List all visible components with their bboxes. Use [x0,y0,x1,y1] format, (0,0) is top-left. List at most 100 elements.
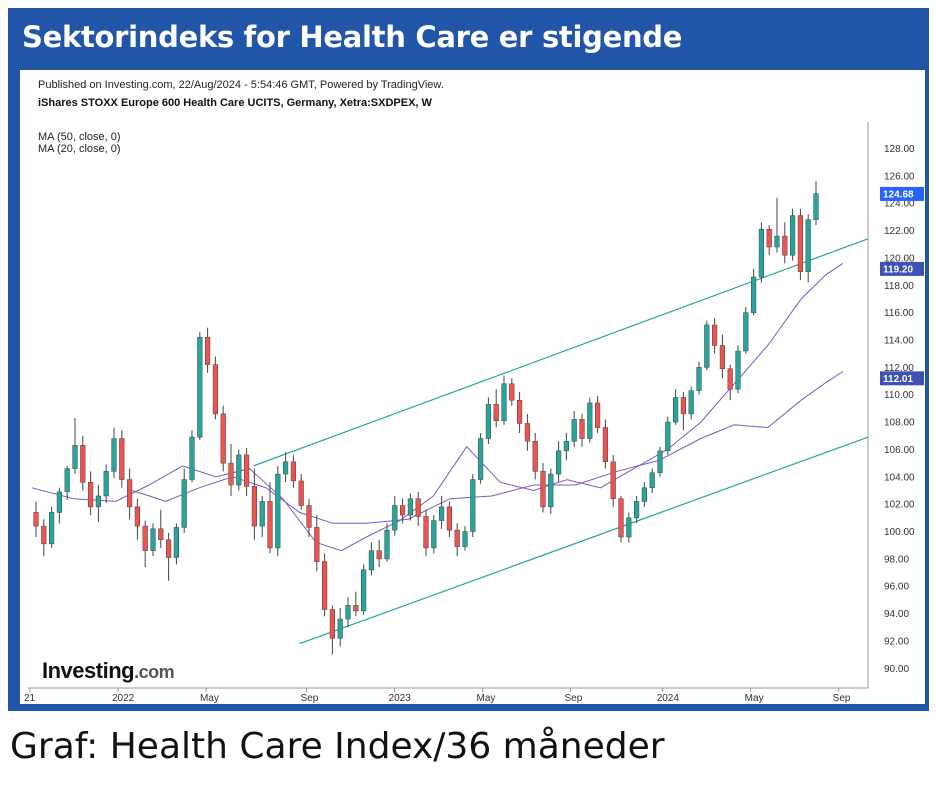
candle-body [127,479,133,508]
candle-body [80,445,86,483]
candle-body [517,399,523,424]
candle-body [766,228,772,248]
candle-body [727,368,733,390]
candle-body [602,427,608,463]
chart-panel: Published on Investing.com, 22/Aug/2024 … [20,70,925,704]
candle-body [673,397,679,423]
y-tick-label: 128.00 [884,144,915,155]
candle-body [439,506,445,521]
candle-body [275,473,281,549]
candle-body [95,495,101,508]
candle-body [758,228,764,278]
figure-caption: Graf: Health Care Index/36 måneder [10,726,665,767]
candle-body [618,498,624,538]
candle-body [423,516,429,549]
ma20-legend: MA (20, close, 0) [38,143,121,155]
candle-body [805,219,811,272]
candle-body [540,471,546,508]
candle-body [306,505,312,528]
y-tick-label: 126.00 [884,171,915,182]
candle-body [462,531,468,547]
candle-body [478,438,484,480]
candle-body [774,235,780,248]
candle-body [579,419,585,439]
candle-body [509,383,515,401]
y-tick-label: 98.00 [884,554,909,565]
candle-body [228,462,234,486]
candle-body [298,480,304,506]
candle-body [665,421,671,452]
candle-body [33,512,39,527]
y-tick-label: 94.00 [884,609,909,620]
candle-body [415,498,421,517]
banner-title: Sektorindeks for Health Care er stigende [22,20,683,54]
y-tick-label: 106.00 [884,445,915,456]
y-tick-label: 100.00 [884,527,915,538]
candle-body [649,472,655,489]
candle-body [353,605,359,612]
ma20-line [31,262,844,552]
candle-body [329,609,335,639]
y-tick-label: 102.00 [884,500,915,511]
y-tick-label: 114.00 [884,336,914,347]
candle-body [610,461,616,499]
candle-body [501,383,507,421]
candle-body [712,324,718,346]
y-tick-label: 96.00 [884,582,909,593]
price-badge [880,186,924,201]
candle-body [142,525,148,551]
candle-body [283,461,289,475]
price-badge [880,371,924,386]
price-badge-label: 124.68 [883,189,914,200]
investing-logo: Investing.com [42,658,174,683]
candle-body [376,550,382,560]
channel-line-upper [253,238,869,467]
y-tick-label: 118.00 [884,281,914,292]
candle-body [431,520,437,549]
candle-body [751,276,757,313]
candle-body [446,506,452,531]
candle-body [189,436,195,480]
candle-body [345,605,351,620]
candle-body [407,498,413,516]
y-tick-label: 122.00 [884,226,915,237]
price-badge-label: 112.01 [883,374,913,385]
y-tick-label: 124.00 [884,199,915,210]
plot-area: 128.00 126.00 124.00 122.00 120.00 118.00 116.… [24,122,924,704]
candle-body [181,479,187,528]
candle-body [150,528,156,551]
candle-body [743,312,749,352]
candle-body [197,337,203,438]
candle-body [72,445,78,469]
candle-body [56,491,62,513]
candle-body [134,506,140,527]
candle-body [244,454,250,487]
x-tick-label: Sep [833,693,851,704]
candle-body [680,397,686,415]
y-tick-label: 108.00 [884,418,915,429]
x-tick-label: May [477,693,496,704]
candle-body [88,482,94,508]
candle-body [454,529,460,547]
candle-body [485,404,491,439]
candle-body [634,501,640,519]
x-tick-label: Sep [301,693,319,704]
candle-body [158,528,164,540]
candle-body [813,193,819,220]
candle-body [384,529,390,560]
candle-body [111,438,117,472]
candle-body [41,525,47,545]
candle-body [236,454,242,486]
candle-body [493,404,499,421]
candle-body [595,402,601,428]
candle-body [290,461,296,482]
candle-body [657,450,663,473]
candle-body [322,561,328,610]
candle-body [548,473,554,508]
candlestick-chart: Published on Investing.com, 22/Aug/2024 … [24,79,924,704]
channel-line-lower [299,436,869,645]
candle-body [641,487,647,502]
candle-body [556,450,562,475]
candle-body [524,423,530,442]
candle-body [696,367,702,391]
